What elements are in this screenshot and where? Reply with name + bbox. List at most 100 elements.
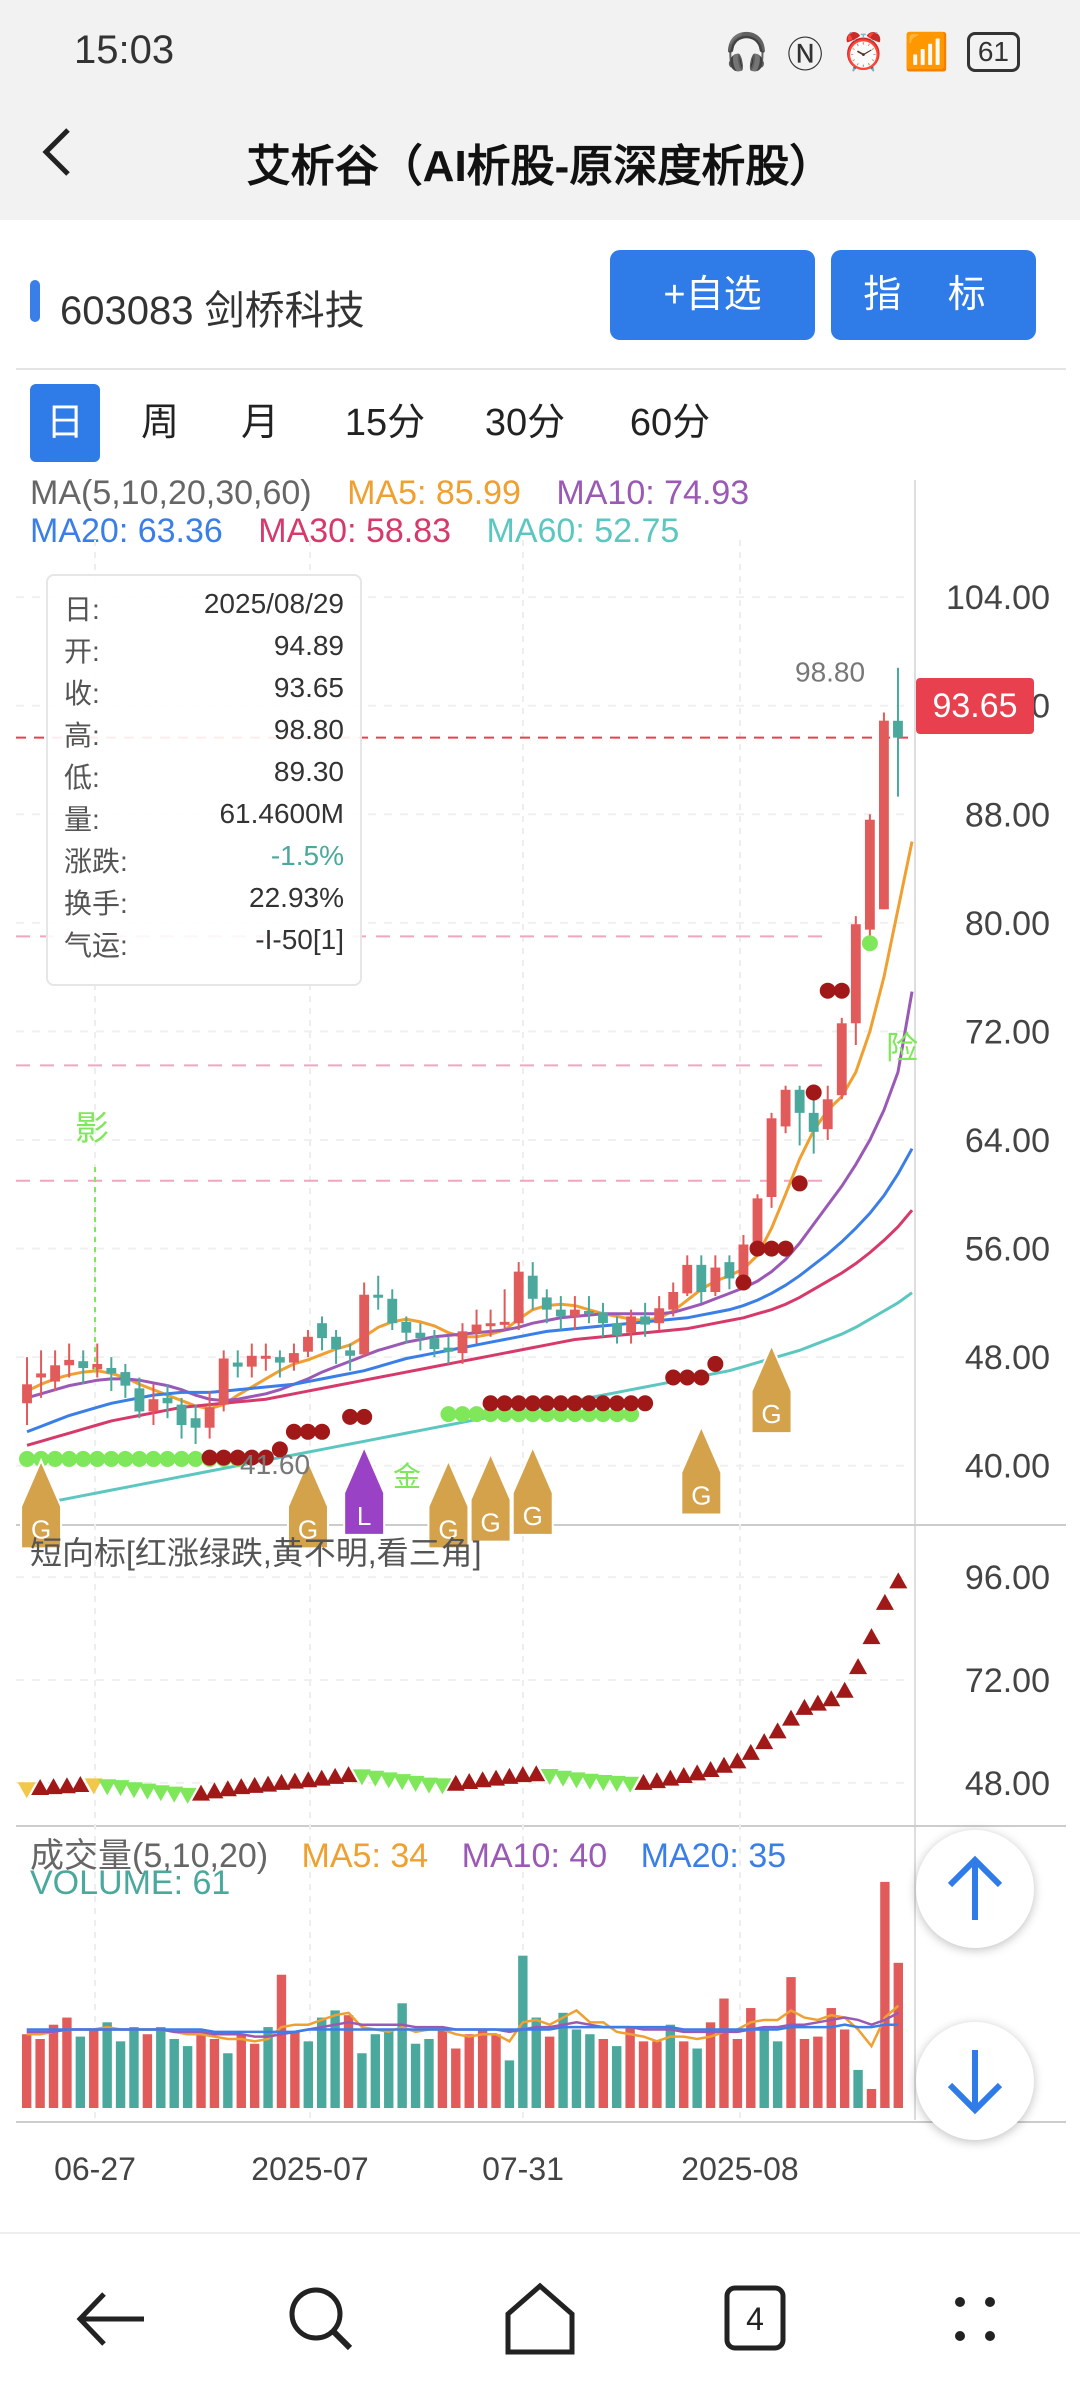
volume-bar <box>182 2046 193 2108</box>
short-triangle-up <box>31 1779 50 1795</box>
ma-line-ma5 <box>26 841 914 1411</box>
candle-body <box>176 1404 187 1425</box>
volume-bar <box>357 2053 367 2108</box>
tab-week[interactable]: 周 <box>140 402 179 444</box>
candle-body <box>612 1323 622 1336</box>
volume-bar <box>236 2034 246 2108</box>
nav-back-button[interactable] <box>60 2274 160 2364</box>
scroll-down-button[interactable] <box>916 2022 1034 2140</box>
info-row: 涨跌: -1.5% <box>64 840 344 878</box>
signal-badge-g <box>427 1457 470 1550</box>
info-row: 高: 98.80 <box>64 714 344 752</box>
signal-dot-red <box>215 1449 232 1466</box>
low-price-label: 41.60 <box>240 1449 310 1480</box>
short-triangle-up <box>674 1767 693 1783</box>
signal-dot-red <box>496 1395 513 1412</box>
volume-bar <box>48 2024 59 2108</box>
nav-menu-button[interactable] <box>925 2274 1025 2364</box>
candle-body <box>92 1363 103 1370</box>
short-triangle-up <box>728 1752 747 1769</box>
volume-ma-line-ma20 <box>26 2023 899 2034</box>
candle-body <box>485 1323 496 1327</box>
volume-bar <box>209 2038 220 2108</box>
short-triangle-up <box>889 1572 908 1589</box>
scroll-up-button[interactable] <box>916 1830 1034 1948</box>
candle-body <box>331 1336 341 1349</box>
date-tick-label: 2025-07 <box>251 2151 368 2187</box>
signal-badge-g-label: G <box>691 1481 711 1511</box>
signal-dot-green <box>440 1406 457 1423</box>
candle-body <box>64 1359 75 1366</box>
signal-badge-l <box>343 1444 386 1536</box>
candle-body <box>401 1321 412 1333</box>
shadow-annotation: 影 <box>75 1109 109 1149</box>
signal-dot-red <box>566 1395 583 1412</box>
candle-body <box>120 1372 131 1386</box>
short-triangle-down <box>84 1778 103 1795</box>
volume-bar <box>692 2048 702 2108</box>
price-tick-label: 72.00 <box>965 1013 1050 1051</box>
info-row: 开: 94.89 <box>64 630 344 668</box>
tab-60min[interactable]: 60分 <box>629 402 711 444</box>
candle-body <box>429 1338 440 1349</box>
candle-body <box>345 1350 356 1356</box>
search-icon <box>289 2287 353 2351</box>
signal-dot-red <box>679 1369 696 1386</box>
short-triangle-up <box>500 1767 519 1784</box>
candle-body <box>317 1323 327 1339</box>
short-triangle-up <box>259 1775 278 1792</box>
volume-bar <box>759 2029 769 2108</box>
info-value: 22.93% <box>249 882 344 913</box>
volume-bar <box>531 2017 541 2108</box>
price-tick-label: 80.00 <box>965 905 1050 943</box>
risk-annotation: 险 <box>886 1029 918 1067</box>
short-triangle-down <box>607 1775 626 1792</box>
signal-dot-red <box>594 1395 611 1412</box>
back-button[interactable] <box>30 112 110 192</box>
indicator-button[interactable]: 指 标 <box>831 250 1036 340</box>
short-triangle-up <box>446 1774 465 1791</box>
signal-dot-green <box>61 1450 78 1467</box>
short-triangle-up <box>835 1681 854 1698</box>
candle-body <box>879 720 889 910</box>
volume-bar <box>370 2034 381 2108</box>
tab-month[interactable]: 月 <box>240 402 279 444</box>
volume-bar <box>410 2043 421 2108</box>
volume-bar <box>397 2003 407 2108</box>
volume-bar <box>290 2031 300 2108</box>
short-triangle-up <box>44 1778 63 1795</box>
tab-day[interactable]: 日 <box>30 384 100 462</box>
candle-body <box>499 1321 510 1325</box>
short-triangle-up <box>688 1764 707 1781</box>
short-triangle-down <box>111 1780 130 1797</box>
candle-body <box>36 1373 46 1378</box>
signal-dot-red <box>510 1395 527 1412</box>
signal-badge-g <box>469 1451 512 1543</box>
candle-body <box>289 1353 299 1363</box>
tab-30min[interactable]: 30分 <box>484 402 566 444</box>
add-watchlist-button[interactable]: +自选 <box>610 250 815 340</box>
candle-body <box>893 720 903 738</box>
signal-dot-red <box>229 1449 246 1466</box>
headphones-icon: 🎧 <box>724 31 770 72</box>
volume-bar <box>223 2053 233 2108</box>
candle-body <box>794 1089 805 1113</box>
tab-15min[interactable]: 15分 <box>344 402 426 444</box>
signal-dot-red <box>552 1395 569 1412</box>
nav-search-button[interactable] <box>270 2274 370 2364</box>
volume-bar <box>89 2029 99 2108</box>
short-triangle-up <box>755 1733 774 1750</box>
short-triangle-up <box>312 1769 331 1786</box>
short-triangle-up <box>57 1777 76 1794</box>
candle-body <box>640 1316 651 1325</box>
short-triangle-down <box>594 1775 613 1791</box>
candle-body <box>766 1118 777 1197</box>
candle-body <box>808 1112 819 1132</box>
nav-tabs-button[interactable]: 4 <box>705 2274 805 2364</box>
short-triangle-down <box>165 1786 184 1803</box>
nav-home-button[interactable] <box>490 2274 590 2364</box>
signal-badge-g-label: G <box>298 1514 318 1544</box>
volume-bar <box>866 2088 877 2108</box>
short-tick-label: 96.00 <box>965 1559 1050 1597</box>
